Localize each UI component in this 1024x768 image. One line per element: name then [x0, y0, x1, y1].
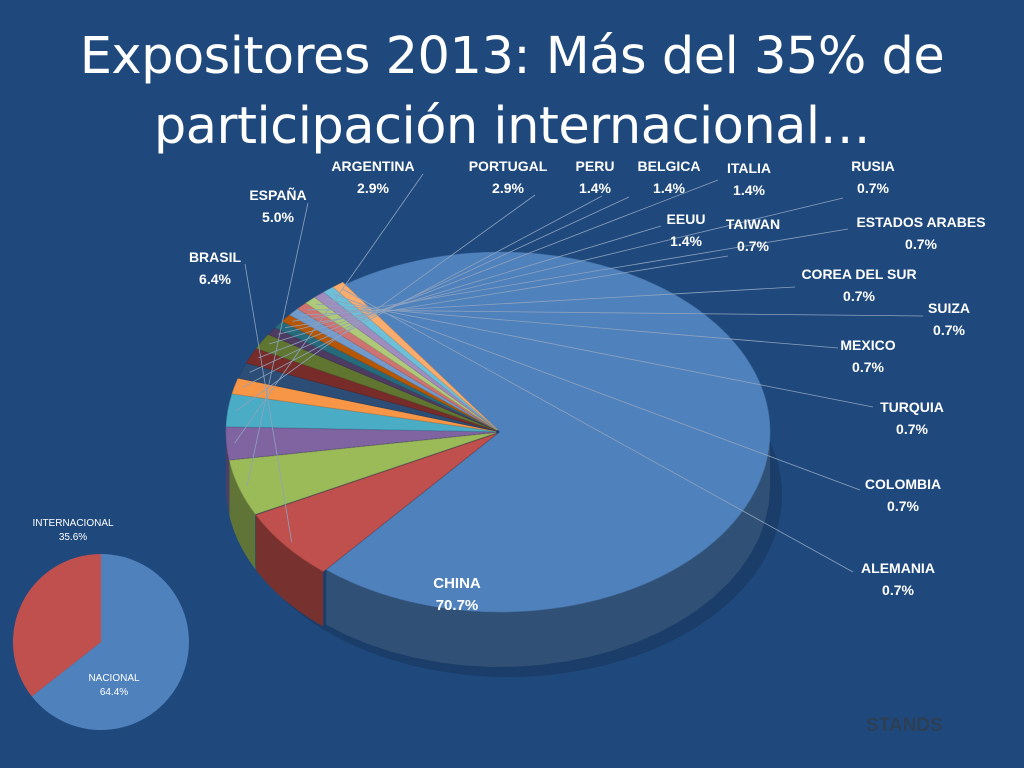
pie-side-brasil [256, 515, 324, 627]
label-name-alemania: ALEMANIA [861, 560, 935, 576]
label-name-peru: PERU [576, 158, 615, 174]
label-value-espana: 5.0% [262, 209, 294, 225]
label-value-taiwan: 0.7% [737, 238, 769, 254]
footer-label: STANDS [866, 715, 943, 736]
label-name-mexico: MEXICO [840, 337, 895, 353]
pie-slice-espana [229, 432, 497, 515]
leader-line-estados-arabes [292, 228, 849, 322]
label-value-turquia: 0.7% [896, 421, 928, 437]
leader-line-eeuu [268, 225, 662, 345]
mini-label-value-internacional: 35.6% [59, 532, 87, 543]
label-name-taiwan: TAIWAN [726, 216, 780, 232]
leader-line-mexico [315, 303, 839, 349]
slide-title: Expositores 2013: Más del 35% de partici… [0, 22, 1024, 162]
mini-label-name-nacional: NACIONAL [88, 673, 140, 684]
label-name-colombia: COLOMBIA [865, 476, 941, 492]
pie-side-espana [229, 460, 256, 570]
label-name-rusia: RUSIA [851, 158, 895, 174]
leader-line-argentina [234, 173, 424, 444]
label-name-eeuu: EEUU [667, 211, 706, 227]
label-value-peru: 1.4% [579, 180, 611, 196]
label-value-portugal: 2.9% [492, 180, 524, 196]
leader-line-italia [258, 179, 719, 359]
pie-slice-argentina [225, 426, 497, 461]
mini-label-value-nacional: 64.4% [100, 687, 128, 698]
title-line-2: participación internacional… [153, 97, 871, 156]
pie-slice-belgica [237, 362, 497, 432]
label-name-argentina: ARGENTINA [331, 158, 414, 174]
label-value-colombia: 0.7% [887, 498, 919, 514]
label-name-corea-del-sur: COREA DEL SUR [801, 266, 916, 282]
label-value-china: 70.7% [436, 597, 479, 614]
pie-slice-portugal [225, 393, 497, 432]
pie-slice-alemania [332, 282, 498, 431]
label-value-suiza: 0.7% [933, 322, 965, 338]
leader-line-portugal [235, 194, 536, 412]
label-name-turquia: TURQUIA [880, 399, 944, 415]
label-value-eeuu: 1.4% [670, 233, 702, 249]
label-name-china: CHINA [433, 575, 481, 592]
leader-line-suiza [307, 309, 924, 317]
pie-side-china [326, 432, 770, 667]
pie-slice-brasil [255, 433, 498, 572]
mini-label-name-internacional: INTERNACIONAL [32, 518, 114, 529]
label-name-brasil: BRASIL [189, 249, 242, 265]
mini-slice-internacional [12, 554, 102, 697]
leader-line-alemania [342, 288, 854, 573]
leader-line-brasil [244, 263, 293, 543]
label-name-espana: ESPAÑA [249, 186, 306, 203]
leader-line-belgica [249, 196, 630, 373]
label-value-alemania: 0.7% [882, 582, 914, 598]
leader-line-espana [246, 202, 309, 487]
label-name-portugal: PORTUGAL [469, 158, 548, 174]
label-name-suiza: SUIZA [928, 300, 970, 316]
leader-line-colombia [333, 293, 861, 491]
leader-line-turquia [324, 298, 874, 408]
title-line-1: Expositores 2013: Más del 35% de [79, 27, 945, 86]
label-value-brasil: 6.4% [199, 271, 231, 287]
leader-line-taiwan [285, 255, 729, 328]
label-value-belgica: 1.4% [653, 180, 685, 196]
leader-line-peru [242, 195, 603, 388]
label-name-belgica: BELGICA [638, 158, 701, 174]
label-value-argentina: 2.9% [357, 180, 389, 196]
label-value-corea-del-sur: 0.7% [843, 288, 875, 304]
label-value-mexico: 0.7% [852, 359, 884, 375]
pie-side-argentina [226, 432, 230, 515]
label-value-italia: 1.4% [733, 182, 765, 198]
label-name-estados-arabes: ESTADOS ARABES [856, 214, 985, 230]
label-value-estados-arabes: 0.7% [905, 236, 937, 252]
label-value-rusia: 0.7% [857, 180, 889, 196]
mini-slice-nacional [31, 554, 189, 730]
label-name-italia: ITALIA [727, 160, 771, 176]
pie-slice-china [325, 251, 771, 613]
